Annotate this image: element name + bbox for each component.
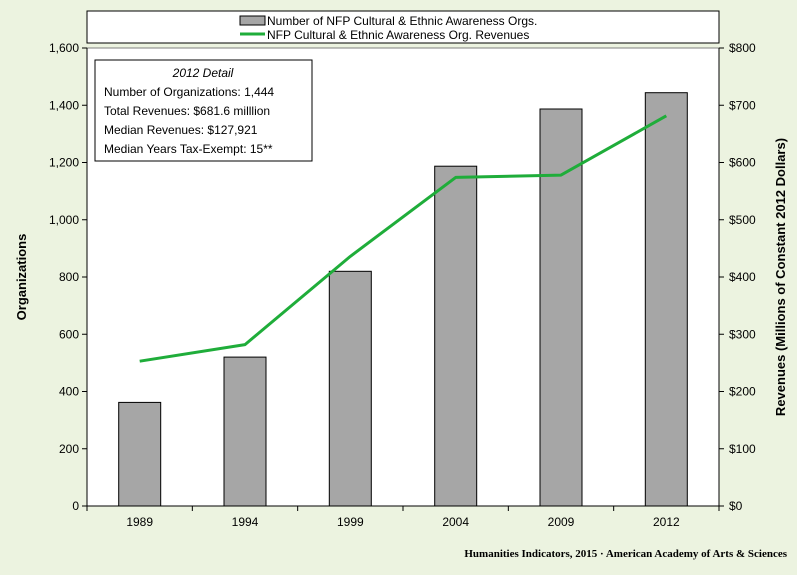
detail-box-frame <box>94 59 313 162</box>
legend-box <box>86 10 720 44</box>
bar-2004 <box>434 165 478 507</box>
y2-tick-label: $200 <box>729 385 756 399</box>
y2-tick-label: $100 <box>729 442 756 456</box>
bar-2012 <box>644 92 688 507</box>
bar-1989 <box>118 401 162 507</box>
bar-2009 <box>539 108 583 507</box>
x-tick-label: 1989 <box>126 515 153 529</box>
y-tick-label: 1,200 <box>49 156 79 170</box>
legend: Number of NFP Cultural & Ethnic Awarenes… <box>86 10 720 44</box>
legend-bar-swatch <box>239 15 266 26</box>
x-tick-label: 1994 <box>232 515 259 529</box>
detail-title: 2012 Detail <box>172 66 234 80</box>
detail-line-median-years: Median Years Tax-Exempt: 15** <box>104 142 273 156</box>
y-axis-title: Organizations <box>14 234 29 321</box>
x-tick-label: 2012 <box>653 515 680 529</box>
y2-axis-title: Revenues (Millions of Constant 2012 Doll… <box>773 138 788 416</box>
axes: 0 $0 200 $100 400 $200 600 $300 800 $400 1,000 $500… <box>49 41 756 529</box>
x-tick-label: 2004 <box>442 515 469 529</box>
y-tick-label: 200 <box>59 442 79 456</box>
bar-1999 <box>328 270 372 507</box>
y2-tick-label: $600 <box>729 156 756 170</box>
y2-tick-label: $400 <box>729 270 756 284</box>
x-tick-label: 2009 <box>548 515 575 529</box>
y2-tick-label: $800 <box>729 41 756 55</box>
line-series <box>139 114 668 363</box>
y-tick-label: 1,400 <box>49 98 79 112</box>
y2-tick-label: $700 <box>729 98 756 112</box>
y-tick-label: 0 <box>72 499 79 513</box>
y2-tick-label: $0 <box>729 499 743 513</box>
y2-tick-label: $300 <box>729 327 756 341</box>
footer-credit: Humanities Indicators, 2015 · American A… <box>464 548 787 560</box>
detail-line-median-revenues: Median Revenues: $127,921 <box>104 123 258 137</box>
x-tick-label: 1999 <box>337 515 364 529</box>
y-tick-label: 400 <box>59 385 79 399</box>
legend-bar-label: Number of NFP Cultural & Ethnic Awarenes… <box>267 14 537 28</box>
y-tick-label: 600 <box>59 327 79 341</box>
y-tick-label: 800 <box>59 270 79 284</box>
detail-line-organizations: Number of Organizations: 1,444 <box>104 85 274 99</box>
detail-line-total-revenues: Total Revenues: $681.6 milllion <box>104 104 270 118</box>
revenue-line <box>139 114 668 363</box>
detail-box: 2012 Detail Number of Organizations: 1,4… <box>94 59 313 162</box>
legend-line-label: NFP Cultural & Ethnic Awareness Org. Rev… <box>267 28 529 42</box>
y-tick-label: 1,600 <box>49 41 79 55</box>
y2-tick-label: $500 <box>729 213 756 227</box>
bar-1994 <box>223 356 267 507</box>
y-tick-label: 1,000 <box>49 213 79 227</box>
